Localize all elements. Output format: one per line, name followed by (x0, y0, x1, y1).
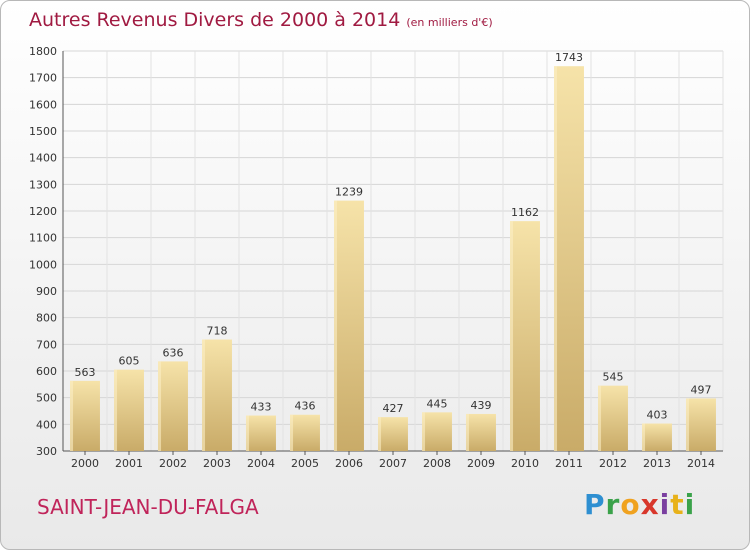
x-tick-label: 2001 (115, 457, 143, 470)
data-label: 403 (647, 409, 668, 422)
bar (466, 413, 496, 451)
bar-layer (70, 66, 716, 451)
bar-highlight (422, 412, 426, 451)
logo-letter: t (670, 488, 685, 521)
label-layer: 563 605 636 718 433 436 1239 427 445 439 1162 1743 5… (75, 51, 712, 421)
data-label: 605 (119, 355, 140, 368)
bar-highlight (642, 423, 646, 451)
data-label: 445 (427, 397, 448, 410)
x-tick-label: 2005 (291, 457, 319, 470)
bar-highlight (598, 385, 602, 451)
chart-title: Autres Revenus Divers de 2000 à 2014 (en … (29, 9, 493, 31)
data-label: 1743 (555, 51, 583, 64)
bar-highlight (334, 200, 338, 451)
data-label: 439 (471, 399, 492, 412)
y-tick-label: 1700 (29, 72, 57, 85)
y-tick-label: 1000 (29, 258, 57, 271)
x-tick-label: 2012 (599, 457, 627, 470)
x-tick-label: 2006 (335, 457, 363, 470)
data-label: 1239 (335, 186, 363, 199)
y-tick-label: 800 (36, 312, 57, 325)
bar (70, 380, 100, 451)
data-label: 718 (207, 325, 228, 338)
data-label: 636 (163, 346, 184, 359)
chart-title-text: Autres Revenus Divers de 2000 à 2014 (29, 9, 401, 31)
data-label: 497 (691, 383, 712, 396)
x-tick-label: 2002 (159, 457, 187, 470)
x-tick-label: 2003 (203, 457, 231, 470)
data-label: 1162 (511, 206, 539, 219)
bar (510, 221, 540, 451)
bar (202, 339, 232, 451)
bar (114, 369, 144, 451)
y-tick-label: 1100 (29, 232, 57, 245)
axis-layer: 300 400 500 600 700 800 900 1000 1100 1200 1300 140… (29, 45, 723, 470)
bar-highlight (510, 221, 514, 451)
bar-highlight (686, 398, 690, 451)
bar (378, 417, 408, 451)
y-tick-label: 400 (36, 418, 57, 431)
bar (290, 414, 320, 451)
logo-letter: r (605, 488, 621, 521)
data-label: 563 (75, 366, 96, 379)
y-tick-label: 300 (36, 445, 57, 458)
logo-letter: P (584, 488, 606, 521)
logo-letter: o (620, 488, 641, 521)
x-tick-label: 2009 (467, 457, 495, 470)
x-tick-label: 2014 (687, 457, 715, 470)
y-tick-label: 900 (36, 285, 57, 298)
bar-highlight (202, 339, 206, 451)
logo-letter: i (659, 488, 671, 521)
bar (642, 423, 672, 451)
bar (158, 361, 188, 451)
bar (246, 415, 276, 451)
y-tick-label: 500 (36, 392, 57, 405)
data-label: 427 (383, 402, 404, 415)
y-tick-label: 1500 (29, 125, 57, 138)
bar-highlight (290, 414, 294, 451)
bar-highlight (246, 415, 250, 451)
proxiti-logo: Proxiti (584, 488, 695, 521)
bar (554, 66, 584, 451)
place-name: SAINT-JEAN-DU-FALGA (37, 495, 259, 519)
bar-highlight (554, 66, 558, 451)
y-tick-label: 1300 (29, 178, 57, 191)
bar (422, 412, 452, 451)
logo-letter: i (684, 488, 696, 521)
x-tick-label: 2010 (511, 457, 539, 470)
x-tick-label: 2007 (379, 457, 407, 470)
bar-highlight (466, 413, 470, 451)
y-tick-label: 1400 (29, 152, 57, 165)
bar (598, 385, 628, 451)
y-tick-label: 1600 (29, 98, 57, 111)
data-label: 545 (603, 371, 624, 384)
bar-highlight (114, 369, 118, 451)
x-tick-label: 2008 (423, 457, 451, 470)
bar (334, 200, 364, 451)
bar-highlight (70, 380, 74, 451)
y-tick-label: 1200 (29, 205, 57, 218)
y-tick-label: 600 (36, 365, 57, 378)
y-tick-label: 700 (36, 338, 57, 351)
x-tick-label: 2013 (643, 457, 671, 470)
bar-highlight (158, 361, 162, 451)
x-tick-label: 2011 (555, 457, 583, 470)
chart-subtitle: (en milliers d'€) (406, 16, 493, 29)
data-label: 436 (295, 400, 316, 413)
x-tick-label: 2004 (247, 457, 275, 470)
x-tick-label: 2000 (71, 457, 99, 470)
data-label: 433 (251, 401, 272, 414)
logo-letter: x (640, 488, 660, 521)
bar (686, 398, 716, 451)
y-tick-label: 1800 (29, 45, 57, 58)
bar-highlight (378, 417, 382, 451)
